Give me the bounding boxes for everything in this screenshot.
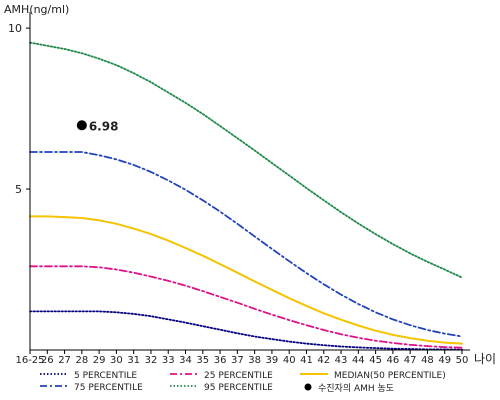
x-tick-label: 34 [179, 355, 192, 366]
x-tick-label: 27 [58, 355, 71, 366]
x-tick-label: 36 [214, 355, 227, 366]
series-line-0 [29, 310, 463, 351]
legend-point-label: 수진자의 AMH 농도 [318, 383, 394, 394]
x-tick-label: 32 [145, 355, 158, 366]
x-tick-label: 37 [231, 355, 244, 366]
x-tick-label: 30 [110, 355, 123, 366]
legend-label-3: 75 PERCENTILE [74, 383, 143, 393]
x-tick-label: 31 [127, 355, 140, 366]
x-tick-label: 47 [404, 355, 417, 366]
x-tick-label: 28 [75, 355, 88, 366]
x-tick-label: 33 [162, 355, 175, 366]
x-tick-label: 41 [300, 355, 313, 366]
x-tick-label: 39 [266, 355, 279, 366]
legend-label-4: 95 PERCENTILE [204, 383, 273, 393]
patient-amh-value-label: 6.98 [89, 119, 119, 133]
x-tick-label: 48 [421, 355, 434, 366]
x-tick-label: 16-25 [15, 355, 44, 366]
x-tick-label: 43 [335, 355, 348, 366]
series-line-4 [29, 41, 463, 279]
x-tick-label: 42 [317, 355, 330, 366]
patient-amh-point [76, 120, 87, 131]
y-tick-labels: 10 5 [8, 22, 30, 196]
y-axis-label: AMH(ng/ml) [4, 3, 69, 16]
x-tick-label: 38 [248, 355, 261, 366]
legend-label-0: 5 PERCENTILE [74, 371, 137, 381]
x-tick-label: 44 [352, 355, 365, 366]
series-line-2 [29, 215, 463, 345]
axes [29, 12, 470, 351]
legend-point-marker [304, 383, 312, 391]
x-tick-label: 40 [283, 355, 296, 366]
x-tick-label: 45 [369, 355, 382, 366]
x-axis-label: 나이 [474, 352, 496, 366]
y-tick-label: 10 [8, 22, 22, 35]
series-line-1 [29, 265, 463, 349]
x-tick-label: 46 [387, 355, 400, 366]
series-line-3 [29, 151, 463, 338]
x-tick-label: 35 [196, 355, 209, 366]
x-tick-label: 49 [438, 355, 451, 366]
legend-label-2: MEDIAN(50 PERCENTILE) [334, 371, 446, 381]
x-tick-label: 50 [456, 355, 469, 366]
patient-point-layer: 6.98 [76, 119, 119, 133]
legend-label-1: 25 PERCENTILE [204, 371, 273, 381]
x-tick-label: 26 [41, 355, 54, 366]
legend: 5 PERCENTILE 25 PERCENTILE MEDIAN(50 PERCE… [40, 371, 446, 394]
series-lines [29, 41, 463, 351]
x-tick-label: 29 [93, 355, 106, 366]
y-tick-label: 5 [15, 183, 22, 196]
